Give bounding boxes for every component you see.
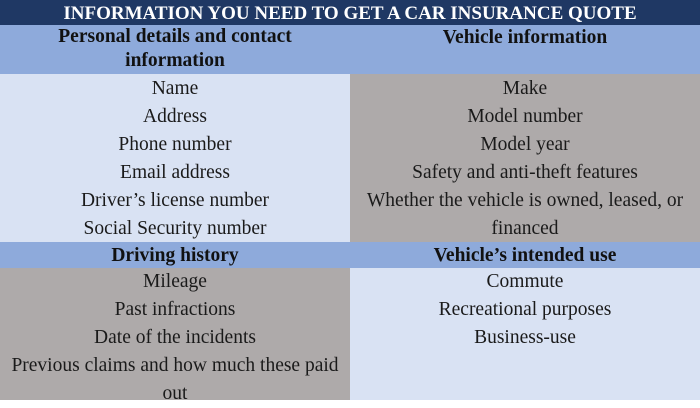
list-item: Past infractions bbox=[114, 299, 236, 320]
list-item: Recreational purposes bbox=[438, 299, 612, 320]
list-item: Social Security number bbox=[83, 218, 267, 239]
list-item: Model year bbox=[480, 134, 570, 155]
list-item: Commute bbox=[486, 271, 564, 292]
driving-items: Mileage Past infractions Date of the inc… bbox=[0, 268, 350, 404]
list-item: Phone number bbox=[118, 134, 232, 155]
section-header-driving: Driving history bbox=[0, 242, 350, 268]
section-header-personal: Personal details and contact information bbox=[0, 25, 350, 74]
list-item: Make bbox=[502, 78, 548, 99]
personal-items: Name Address Phone number Email address … bbox=[0, 74, 350, 242]
list-item: Safety and anti-theft features bbox=[412, 162, 638, 183]
list-item: Business-use bbox=[474, 327, 576, 348]
section-header-use: Vehicle’s intended use bbox=[350, 242, 700, 268]
table-title: INFORMATION YOU NEED TO GET A CAR INSURA… bbox=[0, 0, 700, 25]
use-items: Commute Recreational purposes Business-u… bbox=[350, 268, 700, 400]
section-header-vehicle: Vehicle information bbox=[350, 25, 700, 74]
vehicle-items: Make Model number Model year Safety and … bbox=[350, 74, 700, 242]
list-item: Driver’s license number bbox=[80, 190, 270, 211]
list-item: Model number bbox=[467, 106, 583, 127]
list-item: Previous claims and how much these paid … bbox=[11, 355, 339, 404]
list-item: Mileage bbox=[143, 271, 207, 292]
list-item: Name bbox=[151, 78, 199, 99]
list-item: Whether the vehicle is owned, leased, or… bbox=[366, 190, 684, 239]
list-item: Address bbox=[143, 106, 207, 127]
list-item: Date of the incidents bbox=[94, 327, 256, 348]
list-item: Email address bbox=[120, 162, 230, 183]
